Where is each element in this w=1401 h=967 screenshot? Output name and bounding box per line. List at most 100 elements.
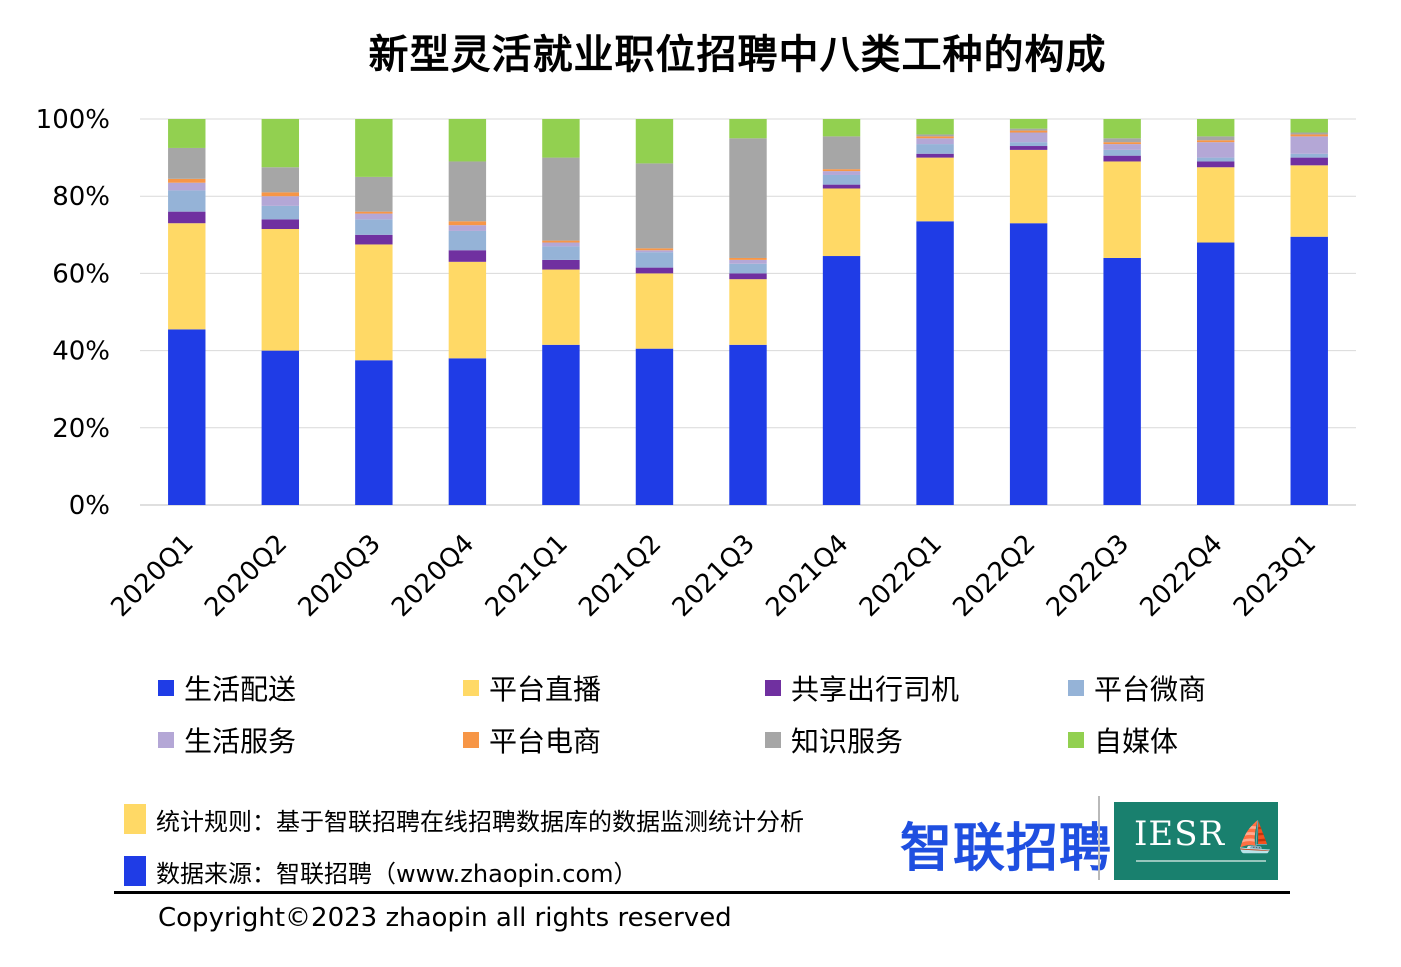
bar-segment <box>635 248 674 251</box>
stacked-bar-chart: 0% 20% 40% 60% 80% 100% 2020Q1 2020Q2 2020Q3 2020… <box>36 105 1356 623</box>
bar-segment <box>355 176 393 212</box>
legend-label: 自媒体 <box>1094 725 1179 758</box>
legend-label: 生活服务 <box>184 725 297 758</box>
iesr-logo: IESR ⛵ <box>1114 802 1278 880</box>
legend-swatch <box>463 732 479 748</box>
notes: 统计规则：基于智联招聘在线招聘数据库的数据监测统计分析 数据来源：智联招聘（ww… <box>124 802 804 906</box>
legend-swatch <box>463 680 479 696</box>
bar-segment <box>916 144 954 154</box>
bar-segment <box>822 119 861 137</box>
bar-segment <box>448 119 487 162</box>
bar-segment <box>916 119 954 135</box>
bar-segment <box>542 246 580 260</box>
x-tick-label: 2020Q2 <box>199 529 293 623</box>
x-tick-label: 2020Q3 <box>293 529 387 623</box>
bar-segment <box>261 205 300 220</box>
bar-segment <box>448 358 487 505</box>
bar-segment <box>916 136 954 139</box>
bar-segment <box>355 211 393 214</box>
legend-item: 知识服务 <box>765 720 903 760</box>
note-source-text: 数据来源：智联招聘（www.zhaopin.com） <box>156 859 638 888</box>
bar-segment <box>168 182 206 191</box>
bar-segment <box>729 344 767 505</box>
bar-segment <box>1290 119 1328 133</box>
bar-segment <box>1196 167 1235 243</box>
bar-segment <box>1290 236 1328 506</box>
bar-segment <box>1290 134 1328 137</box>
iesr-logo-subline <box>1136 860 1266 862</box>
bar-segment <box>355 234 393 245</box>
bar-segment <box>1009 142 1048 147</box>
y-tick-label: 0% <box>69 491 110 521</box>
bar-segment <box>635 119 674 164</box>
bar-segment <box>542 240 580 243</box>
bar-segment <box>635 267 674 274</box>
x-tick-label: 2020Q4 <box>386 529 480 623</box>
bar-segment <box>729 259 767 264</box>
bar-segment <box>355 244 393 361</box>
bar-segment <box>729 279 767 345</box>
bar-segment <box>168 211 206 224</box>
bar-segment <box>1103 155 1141 162</box>
bar-segment <box>1196 242 1235 505</box>
y-tick-label: 100% <box>36 105 110 135</box>
bar-segment <box>1009 132 1048 143</box>
legend-item: 平台电商 <box>463 720 601 760</box>
bar-segment <box>1103 149 1141 156</box>
bar-segment <box>355 219 393 235</box>
x-tick-label: 2022Q1 <box>854 529 948 623</box>
bar-segment <box>448 261 487 359</box>
x-tick-label: 2022Q2 <box>947 529 1041 623</box>
bars <box>168 119 1328 506</box>
bar-segment <box>1290 153 1328 158</box>
legend-item: 自媒体 <box>1068 720 1178 760</box>
bar-segment <box>1290 136 1328 154</box>
bar-segment <box>1103 144 1141 150</box>
bar-segment <box>822 171 861 175</box>
bar-segment <box>635 348 674 505</box>
bar-segment <box>1196 157 1235 162</box>
legend-swatch <box>1068 680 1084 696</box>
bar-segment <box>542 269 580 345</box>
x-tick-label: 2022Q4 <box>1134 529 1228 623</box>
bar-segment <box>729 119 767 139</box>
note-source-swatch <box>124 856 146 886</box>
bar-segment <box>822 136 861 170</box>
bar-segment <box>355 360 393 505</box>
bar-segment <box>448 161 487 222</box>
bar-segment <box>261 119 300 168</box>
bar-segment <box>1196 136 1235 141</box>
y-tick-label: 40% <box>52 337 110 367</box>
bar-segment <box>1009 149 1048 224</box>
logo-divider <box>1098 796 1100 880</box>
legend-swatch <box>158 732 174 748</box>
bar-segment <box>916 134 954 137</box>
bar-segment <box>916 138 954 145</box>
bar-segment <box>916 157 954 222</box>
bar-segment <box>822 174 861 185</box>
bar-segment <box>1103 142 1141 145</box>
bar-segment <box>1103 257 1141 505</box>
bar-segment <box>1009 119 1048 129</box>
bar-segment <box>822 169 861 172</box>
bar-segment <box>448 250 487 262</box>
bar-segment <box>1103 119 1141 139</box>
bar-segment <box>542 344 580 505</box>
bar-segment <box>448 225 487 231</box>
boat-icon: ⛵ <box>1236 820 1274 855</box>
note-method-text: 统计规则：基于智联招聘在线招聘数据库的数据监测统计分析 <box>156 807 804 836</box>
x-tick-label: 2021Q1 <box>480 529 574 623</box>
bar-segment <box>168 329 206 505</box>
legend-swatch <box>158 680 174 696</box>
bar-segment <box>261 196 300 206</box>
bar-segment <box>261 229 300 351</box>
bar-segment <box>448 221 487 226</box>
bar-segment <box>542 157 580 241</box>
legend-label: 平台电商 <box>489 725 602 758</box>
bar-segment <box>635 252 674 268</box>
bar-segment <box>916 221 954 506</box>
copyright-text: Copyright©2023 zhaopin all rights reserv… <box>158 903 732 933</box>
bar-segment <box>261 219 300 230</box>
bar-segment <box>542 259 580 270</box>
bar-segment <box>1196 140 1235 143</box>
